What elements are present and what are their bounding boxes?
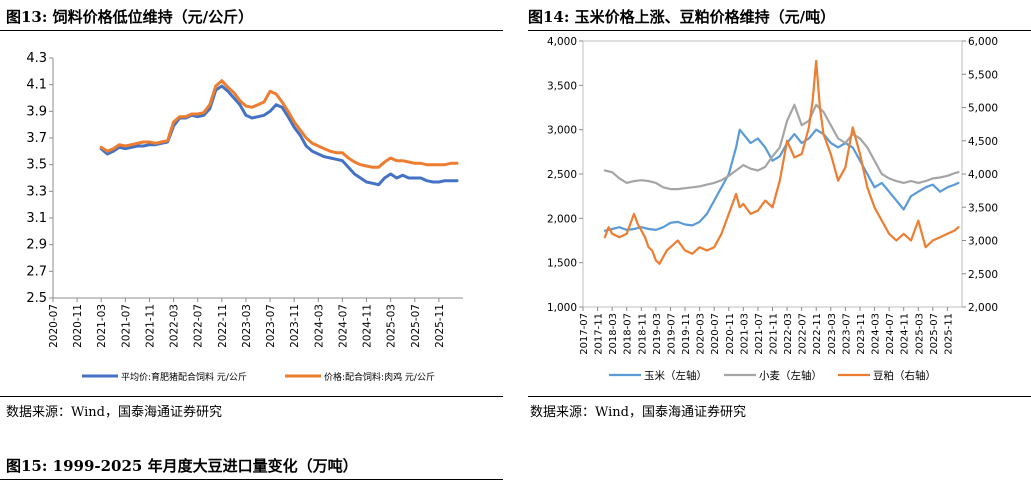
x-tick-label: 2021-03 <box>96 304 108 348</box>
x-tick-label: 2024-03 <box>871 313 882 355</box>
x-tick-label: 2023-03 <box>241 304 253 348</box>
x-tick-label: 2020-11 <box>72 304 84 348</box>
y-tick-label: 2,500 <box>547 169 577 181</box>
y-tick-label: 3.3 <box>26 184 47 199</box>
plot-frame <box>582 40 963 308</box>
y-tick-label: 4.3 <box>26 51 47 66</box>
y-tick-label: 3.5 <box>26 158 47 173</box>
fig14-bottom-rule <box>528 396 1031 397</box>
fig13-source: 数据来源：Wind，国泰海通证券研究 <box>6 405 222 420</box>
x-tick-label: 2022-11 <box>217 304 229 348</box>
x-tick-label: 2018-03 <box>608 313 619 355</box>
legend-label: 玉米（左轴） <box>644 369 707 382</box>
series-line <box>99 79 459 169</box>
fig15-title-rule <box>0 479 503 480</box>
x-tick-label: 2021-11 <box>769 313 780 355</box>
x-tick-label: 2020-11 <box>725 313 736 355</box>
x-tick-label: 2024-07 <box>337 304 349 348</box>
y2-tick-label: 5,000 <box>968 103 998 115</box>
x-tick-label: 2018-07 <box>623 313 634 355</box>
y-tick-label: 3.1 <box>26 211 47 226</box>
x-tick-label: 2021-07 <box>120 304 132 348</box>
x-tick-label: 2025-11 <box>434 304 446 348</box>
grain-price-chart: 1,000 1,500 2,000 2,500 3,000 3,500 4,000 2,000… <box>547 36 998 382</box>
y2-tick-label: 2,500 <box>968 269 998 281</box>
y-tick-label: 3,000 <box>547 125 577 137</box>
y-tick-label: 3,500 <box>547 80 577 92</box>
x-tick-label: 2019-07 <box>666 313 677 355</box>
x-tick-label: 2023-07 <box>265 304 277 348</box>
x-tick-label: 2023-07 <box>841 313 852 355</box>
x-tick-label: 2022-03 <box>169 304 181 348</box>
y-tick-label: 2,000 <box>547 213 577 225</box>
series-line <box>99 84 459 187</box>
y-tick-label: 3.7 <box>26 131 47 146</box>
x-tick-label: 2025-03 <box>386 304 398 348</box>
fig15-title: 图15: 1999-2025 年月度大豆进口量变化（万吨） <box>6 457 358 475</box>
x-tick-label: 2019-11 <box>681 313 692 355</box>
fig13-bottom-rule <box>0 396 503 397</box>
x-tick-label: 2021-11 <box>144 304 156 348</box>
y2-tick-label: 2,000 <box>968 302 998 314</box>
legend-label: 价格:配合饲料:肉鸡 元/公斤 <box>324 371 435 383</box>
y2-tick-label: 4,500 <box>968 136 998 148</box>
feed-price-chart: 2.5 2.7 2.9 3.1 3.3 3.5 3.7 3.9 4.1 4.3 2020-07 202… <box>26 51 463 383</box>
x-tick-label: 2023-03 <box>827 313 838 355</box>
y-tick-label: 2.7 <box>26 264 47 279</box>
x-tick-label: 2024-11 <box>362 304 374 348</box>
y2-tick-label: 6,000 <box>968 36 998 48</box>
legend-label: 平均价:育肥猪配合饲料 元/公斤 <box>121 371 247 383</box>
y-tick-label: 4,000 <box>547 36 577 48</box>
x-tick-label: 2020-07 <box>48 304 60 348</box>
y2-tick-label: 3,500 <box>968 202 998 214</box>
x-tick-label: 2022-07 <box>798 313 809 355</box>
series-line <box>603 128 960 232</box>
fig13-title: 图13: 饲料价格低位维持（元/公斤） <box>6 8 254 26</box>
y-tick-label: 2.9 <box>26 238 47 253</box>
fig14-title: 图14: 玉米价格上涨、豆粕价格维持（元/吨） <box>528 8 836 26</box>
x-tick-label: 2017-07 <box>579 313 590 355</box>
x-tick-label: 2017-11 <box>594 313 605 355</box>
legend-label: 小麦（左轴） <box>759 369 822 382</box>
x-tick-label: 2025-11 <box>943 313 954 355</box>
series-line <box>603 59 960 265</box>
x-tick-label: 2023-11 <box>856 313 867 355</box>
fig14-source: 数据来源：Wind，国泰海通证券研究 <box>530 405 746 420</box>
x-tick-label: 2024-11 <box>900 313 911 355</box>
x-tick-label: 2025-07 <box>410 304 422 348</box>
y-tick-label: 3.9 <box>26 104 47 119</box>
x-tick-label: 2020-03 <box>696 313 707 355</box>
x-tick-label: 2025-07 <box>929 313 940 355</box>
x-tick-label: 2020-07 <box>710 313 721 355</box>
x-tick-label: 2023-11 <box>289 304 301 348</box>
y-tick-label: 2.5 <box>26 291 47 306</box>
legend-label: 豆粕（右轴） <box>873 369 936 382</box>
series-line <box>603 103 960 191</box>
x-tick-label: 2021-07 <box>754 313 765 355</box>
x-tick-label: 2022-11 <box>812 313 823 355</box>
y-tick-label: 1,000 <box>547 302 577 314</box>
x-tick-label: 2018-11 <box>637 313 648 355</box>
x-tick-label: 2024-07 <box>885 313 896 355</box>
fig13-title-rule <box>0 30 503 31</box>
y2-tick-label: 5,500 <box>968 69 998 81</box>
x-tick-label: 2019-03 <box>652 313 663 355</box>
x-tick-label: 2021-03 <box>739 313 750 355</box>
y2-tick-label: 4,000 <box>968 169 998 181</box>
x-tick-label: 2025-03 <box>914 313 925 355</box>
x-tick-label: 2022-07 <box>193 304 205 348</box>
y-tick-label: 1,500 <box>547 258 577 270</box>
y-tick-label: 4.1 <box>26 78 47 93</box>
fig14-title-rule <box>528 30 1031 31</box>
y2-tick-label: 3,000 <box>968 236 998 248</box>
x-tick-label: 2022-03 <box>783 313 794 355</box>
x-tick-label: 2024-03 <box>313 304 325 348</box>
